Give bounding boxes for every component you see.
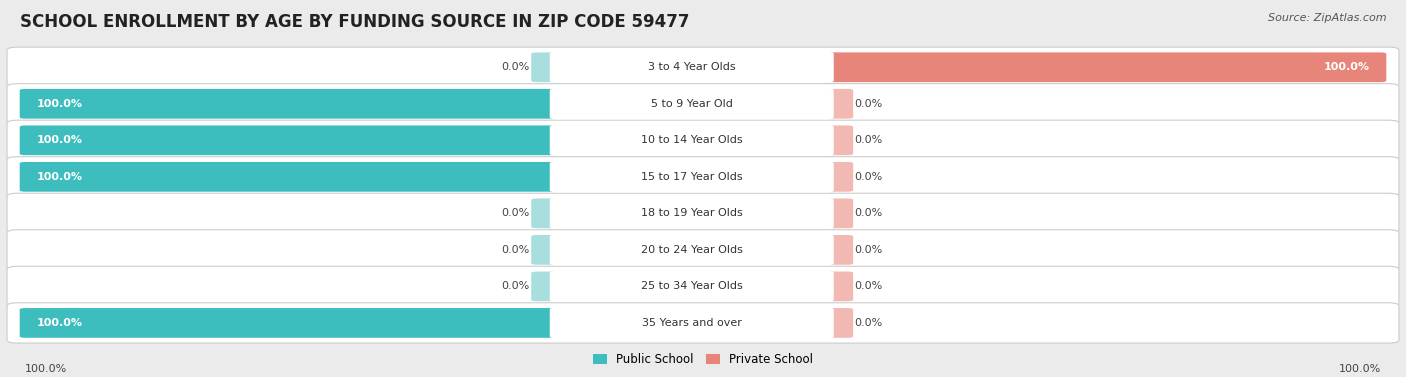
FancyBboxPatch shape bbox=[550, 234, 834, 265]
FancyBboxPatch shape bbox=[550, 88, 834, 120]
FancyBboxPatch shape bbox=[531, 271, 564, 301]
Text: 0.0%: 0.0% bbox=[502, 245, 530, 255]
Text: 0.0%: 0.0% bbox=[855, 245, 883, 255]
FancyBboxPatch shape bbox=[550, 161, 834, 193]
Text: 100.0%: 100.0% bbox=[37, 172, 83, 182]
Text: 0.0%: 0.0% bbox=[502, 208, 530, 218]
Text: 0.0%: 0.0% bbox=[502, 281, 530, 291]
FancyBboxPatch shape bbox=[7, 84, 1399, 124]
Text: 35 Years and over: 35 Years and over bbox=[641, 318, 742, 328]
Text: 25 to 34 Year Olds: 25 to 34 Year Olds bbox=[641, 281, 742, 291]
FancyBboxPatch shape bbox=[20, 162, 564, 192]
FancyBboxPatch shape bbox=[820, 52, 1386, 82]
Text: 0.0%: 0.0% bbox=[855, 99, 883, 109]
FancyBboxPatch shape bbox=[550, 125, 834, 156]
Text: 15 to 17 Year Olds: 15 to 17 Year Olds bbox=[641, 172, 742, 182]
FancyBboxPatch shape bbox=[531, 52, 564, 82]
Text: 10 to 14 Year Olds: 10 to 14 Year Olds bbox=[641, 135, 742, 145]
FancyBboxPatch shape bbox=[820, 271, 853, 301]
FancyBboxPatch shape bbox=[7, 303, 1399, 343]
Text: 0.0%: 0.0% bbox=[855, 318, 883, 328]
Text: 0.0%: 0.0% bbox=[855, 172, 883, 182]
FancyBboxPatch shape bbox=[7, 120, 1399, 161]
FancyBboxPatch shape bbox=[531, 198, 564, 228]
FancyBboxPatch shape bbox=[7, 230, 1399, 270]
FancyBboxPatch shape bbox=[550, 198, 834, 229]
FancyBboxPatch shape bbox=[7, 157, 1399, 197]
FancyBboxPatch shape bbox=[820, 198, 853, 228]
Text: 20 to 24 Year Olds: 20 to 24 Year Olds bbox=[641, 245, 742, 255]
Text: SCHOOL ENROLLMENT BY AGE BY FUNDING SOURCE IN ZIP CODE 59477: SCHOOL ENROLLMENT BY AGE BY FUNDING SOUR… bbox=[20, 13, 689, 31]
Legend: Public School, Private School: Public School, Private School bbox=[591, 350, 815, 368]
Text: 18 to 19 Year Olds: 18 to 19 Year Olds bbox=[641, 208, 742, 218]
FancyBboxPatch shape bbox=[7, 266, 1399, 307]
Text: 0.0%: 0.0% bbox=[502, 62, 530, 72]
Text: 5 to 9 Year Old: 5 to 9 Year Old bbox=[651, 99, 733, 109]
FancyBboxPatch shape bbox=[820, 126, 853, 155]
FancyBboxPatch shape bbox=[7, 47, 1399, 87]
Text: 100.0%: 100.0% bbox=[1323, 62, 1369, 72]
Text: Source: ZipAtlas.com: Source: ZipAtlas.com bbox=[1268, 13, 1386, 23]
FancyBboxPatch shape bbox=[20, 126, 564, 155]
FancyBboxPatch shape bbox=[820, 162, 853, 192]
FancyBboxPatch shape bbox=[20, 89, 564, 119]
FancyBboxPatch shape bbox=[20, 308, 564, 338]
FancyBboxPatch shape bbox=[550, 307, 834, 339]
Text: 100.0%: 100.0% bbox=[37, 318, 83, 328]
FancyBboxPatch shape bbox=[7, 193, 1399, 233]
FancyBboxPatch shape bbox=[531, 235, 564, 265]
Text: 0.0%: 0.0% bbox=[855, 281, 883, 291]
Text: 100.0%: 100.0% bbox=[37, 135, 83, 145]
Text: 3 to 4 Year Olds: 3 to 4 Year Olds bbox=[648, 62, 735, 72]
Text: 100.0%: 100.0% bbox=[37, 99, 83, 109]
FancyBboxPatch shape bbox=[550, 52, 834, 83]
FancyBboxPatch shape bbox=[820, 235, 853, 265]
FancyBboxPatch shape bbox=[550, 271, 834, 302]
FancyBboxPatch shape bbox=[820, 308, 853, 338]
Text: 100.0%: 100.0% bbox=[1339, 364, 1381, 374]
Text: 100.0%: 100.0% bbox=[25, 364, 67, 374]
Text: 0.0%: 0.0% bbox=[855, 208, 883, 218]
FancyBboxPatch shape bbox=[820, 89, 853, 119]
Text: 0.0%: 0.0% bbox=[855, 135, 883, 145]
